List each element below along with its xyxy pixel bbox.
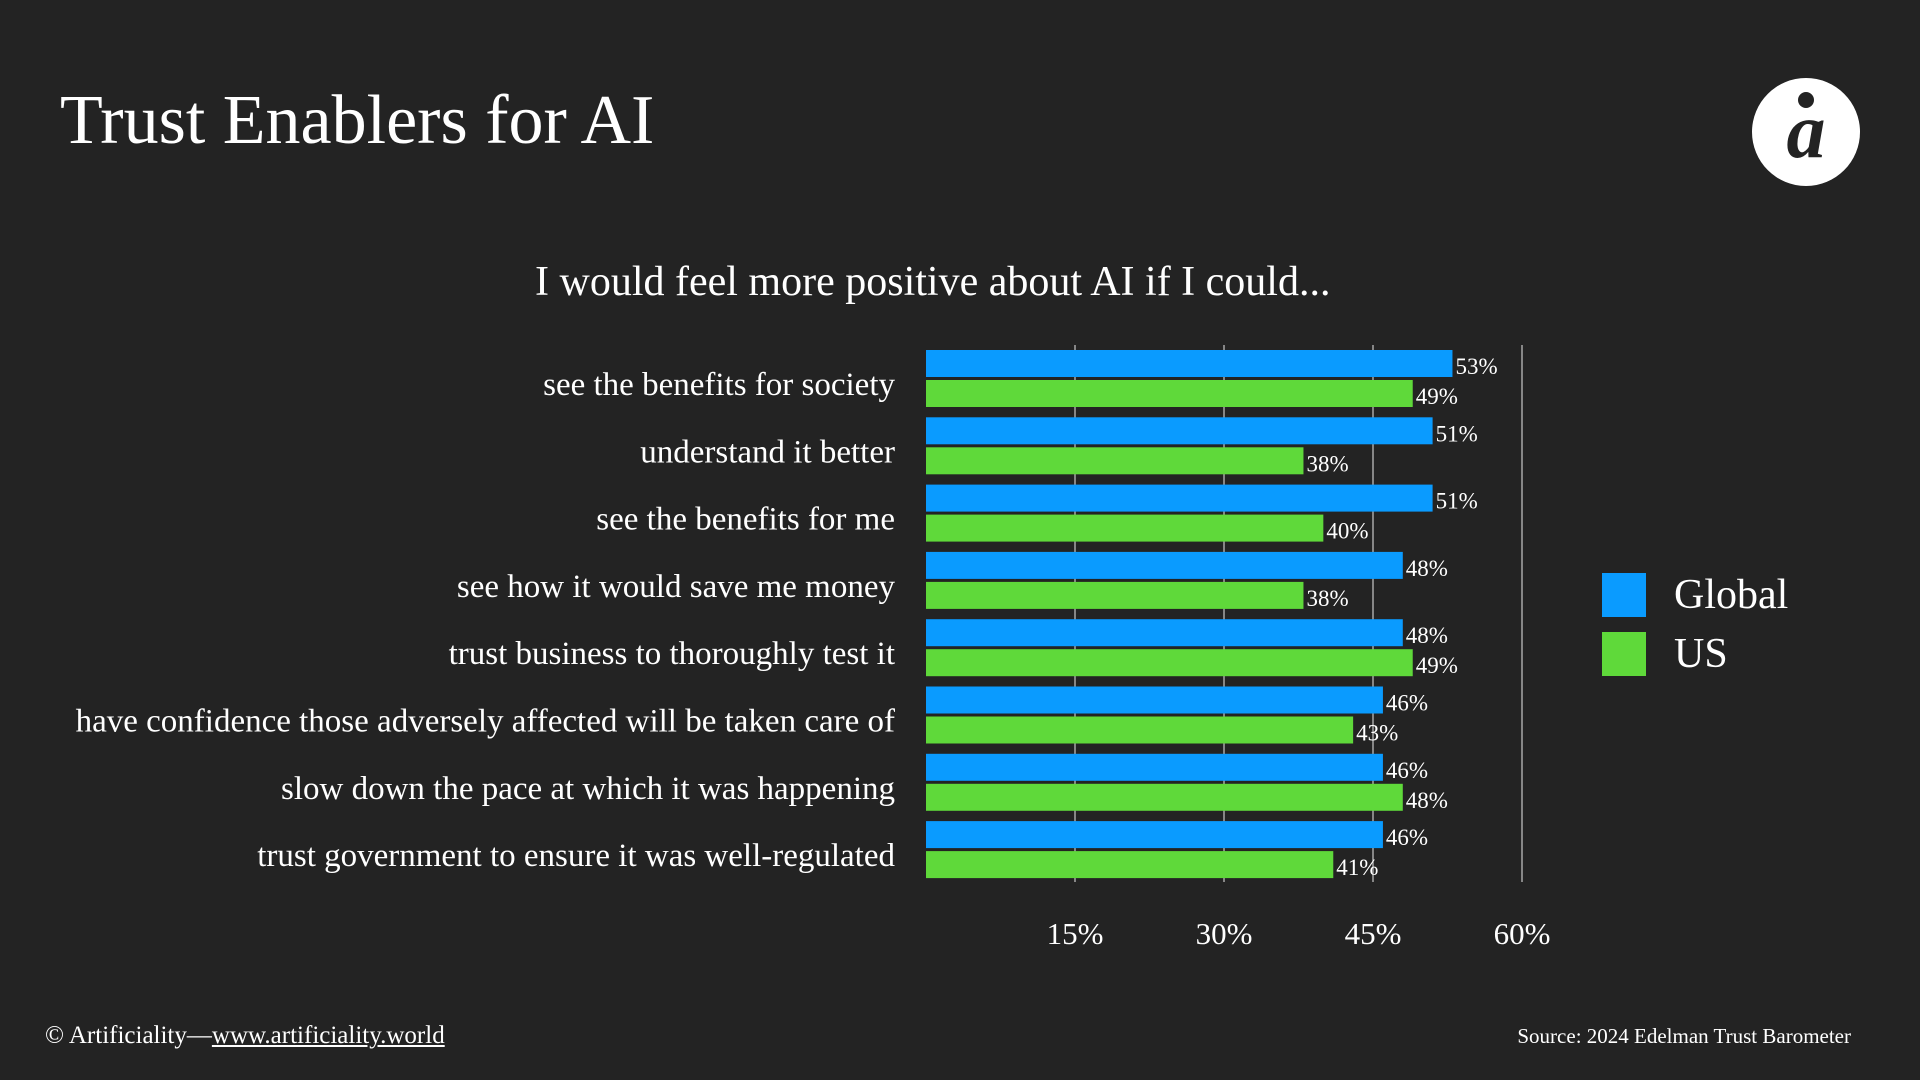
category-label: trust business to thoroughly test it [449, 636, 895, 672]
bar-global [926, 821, 1383, 849]
data-label: 38% [1306, 586, 1348, 611]
bar-global [926, 350, 1453, 377]
data-label: 48% [1406, 623, 1448, 648]
data-label: 46% [1386, 758, 1428, 783]
bar-global [926, 753, 1383, 781]
footer-source: Source: 2024 Edelman Trust Barometer [1517, 1024, 1851, 1048]
x-tick-label: 30% [1196, 916, 1253, 951]
category-label: have confidence those adversely affected… [76, 704, 895, 740]
bar-us [926, 783, 1403, 811]
category-label: see the benefits for me [596, 502, 895, 538]
page-title: Trust Enablers for AI [60, 82, 655, 159]
bar-global [926, 484, 1433, 512]
category-label: slow down the pace at which it was happe… [281, 771, 895, 807]
data-label: 46% [1386, 691, 1428, 716]
bar-us [926, 716, 1354, 744]
data-label: 51% [1436, 489, 1478, 514]
data-label: 53% [1455, 354, 1497, 379]
data-label: 46% [1386, 825, 1428, 850]
data-label: 41% [1336, 855, 1378, 880]
category-label: see the benefits for society [543, 367, 895, 403]
legend-item-global: Global [1602, 572, 1789, 618]
bar-global [926, 551, 1403, 579]
website-link[interactable]: www.artificiality.world [211, 1022, 445, 1049]
artificiality-logo: a [1752, 78, 1860, 186]
legend-label-global: Global [1674, 572, 1789, 618]
data-label: 48% [1406, 788, 1448, 813]
legend-swatch-us [1602, 632, 1646, 676]
bar-us [926, 649, 1413, 677]
bar-us [926, 581, 1304, 609]
data-label: 38% [1306, 451, 1348, 476]
bar-us [926, 851, 1334, 879]
bar-us [926, 514, 1324, 542]
data-label: 40% [1326, 519, 1368, 544]
category-label: see how it would save me money [457, 569, 896, 605]
data-label: 43% [1356, 721, 1398, 746]
legend-swatch-global [1602, 573, 1646, 617]
bar-global [926, 619, 1403, 647]
x-tick-label: 60% [1494, 916, 1551, 951]
legend-item-us: US [1602, 631, 1788, 677]
data-label: 49% [1416, 653, 1458, 678]
bar-us [926, 380, 1413, 407]
x-tick-label: 45% [1345, 916, 1402, 951]
category-label: trust government to ensure it was well-r… [257, 838, 895, 874]
bar-us [926, 447, 1304, 475]
bar-global [926, 686, 1383, 714]
data-label: 48% [1406, 556, 1448, 581]
bar-global [926, 417, 1433, 445]
legend-label-us: US [1674, 631, 1728, 677]
category-label: understand it better [640, 434, 895, 470]
legend: Global US [1602, 572, 1789, 691]
x-tick-label: 15% [1047, 916, 1104, 951]
footer-copyright: © Artificiality—www.artificiality.world [45, 1022, 445, 1049]
data-label: 49% [1416, 384, 1458, 409]
data-label: 51% [1436, 421, 1478, 446]
